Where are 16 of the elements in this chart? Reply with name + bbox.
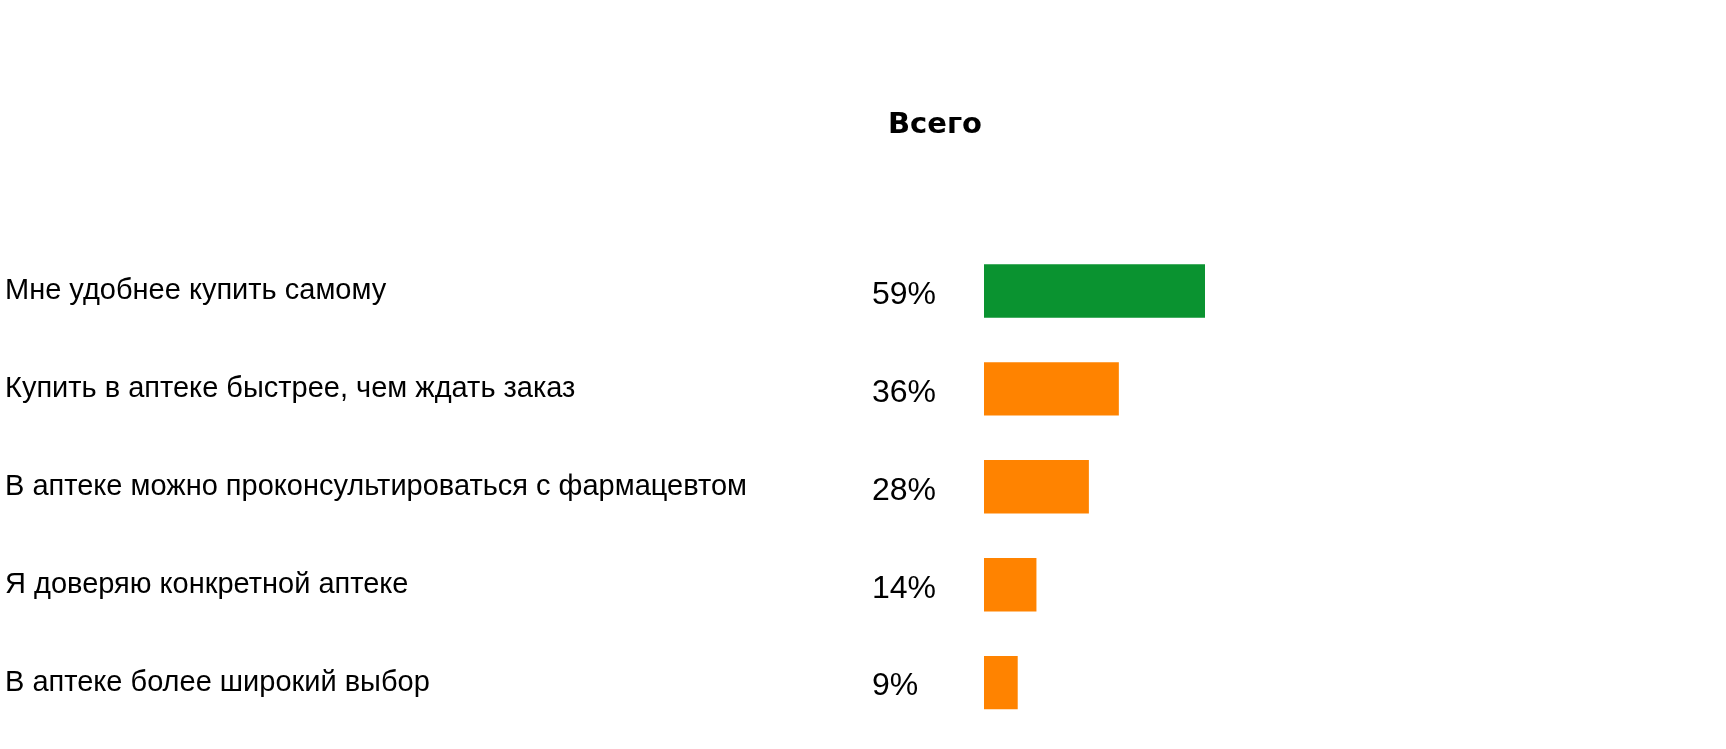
y-tick-label: В аптеке можно проконсультироваться с фармацевтом [5,468,748,501]
y-tick-label: Я доверяю конкретной аптеке [5,566,409,599]
data-label: 14% [872,568,937,605]
y-tick-label: В аптеке более широкий выбор [5,664,430,697]
data-label: 36% [872,372,937,409]
bar [984,460,1089,514]
chart-title: Всего [887,105,983,142]
y-tick-label: Купить в аптеке быстрее, чем ждать заказ [5,370,576,403]
data-label: 59% [872,274,937,311]
bar [984,264,1205,318]
bar [984,558,1037,612]
y-tick-label: Мне удобнее купить самому [5,272,387,305]
data-label: 9% [872,666,919,703]
bar [984,655,1018,710]
data-label: 28% [872,470,937,507]
bar [984,362,1119,416]
